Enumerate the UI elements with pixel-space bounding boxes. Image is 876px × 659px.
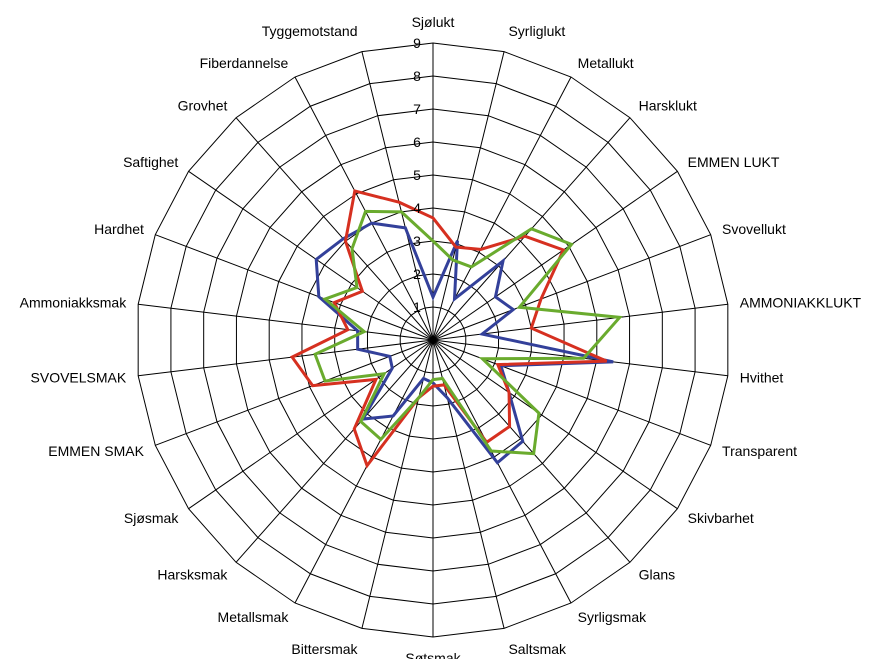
- category-label-9: Skivbarhet: [688, 510, 754, 526]
- tick-label-1: 1: [413, 299, 421, 315]
- radar-grid: [137, 42, 729, 638]
- spoke-4: [432, 170, 678, 341]
- category-label-11: Syrligsmak: [578, 609, 647, 625]
- tick-label-9: 9: [413, 35, 421, 51]
- category-label-14: Bittersmak: [291, 641, 358, 657]
- tick-label-2: 2: [413, 266, 421, 282]
- category-label-20: Ammoniakksmak: [20, 294, 128, 310]
- spoke-19: [138, 339, 434, 377]
- category-label-15: Metallsmak: [218, 609, 290, 625]
- category-label-12: Saltsmak: [508, 641, 567, 657]
- category-label-24: Fiberdannelse: [200, 55, 289, 71]
- category-label-13: Søtsmak: [405, 650, 461, 659]
- category-label-25: Tyggemotstand: [262, 23, 358, 39]
- category-label-0: Sjølukt: [412, 14, 455, 30]
- category-label-22: Saftighet: [123, 154, 178, 170]
- spoke-16: [235, 339, 434, 563]
- series-line-1: [314, 221, 614, 465]
- category-label-18: EMMEN SMAK: [48, 443, 144, 459]
- tick-label-7: 7: [413, 101, 421, 117]
- tick-label-6: 6: [413, 134, 421, 150]
- radial-tick-labels: 1 2 3 4 5 6 7 8 9: [413, 35, 421, 315]
- spoke-25: [361, 51, 434, 341]
- tick-label-8: 8: [413, 68, 421, 84]
- spoke-5: [432, 234, 711, 341]
- category-label-7: Hvithet: [740, 370, 784, 386]
- category-label-21: Hardhet: [94, 221, 144, 237]
- spoke-22: [188, 170, 434, 341]
- spoke-14: [361, 339, 434, 629]
- spoke-15: [294, 339, 434, 604]
- category-label-5: Svovellukt: [722, 221, 786, 237]
- category-labels: Sjølukt Syrliglukt Metallukt Harsklukt EMMEN…: [20, 14, 862, 659]
- spoke-11: [432, 339, 572, 604]
- category-label-10: Glans: [639, 566, 676, 582]
- radar-series: [289, 189, 623, 469]
- category-label-6: AMMONIAKKLUKT: [740, 294, 862, 310]
- series-line-3: [313, 209, 623, 456]
- tick-label-4: 4: [413, 200, 421, 216]
- spoke-12: [432, 339, 505, 629]
- category-label-23: Grovhet: [178, 98, 228, 114]
- tick-label-3: 3: [413, 233, 421, 249]
- category-label-4: EMMEN LUKT: [688, 154, 780, 170]
- spoke-23: [235, 117, 434, 341]
- spoke-9: [432, 339, 678, 510]
- spoke-21: [155, 234, 434, 341]
- series-line-2: [289, 189, 608, 469]
- spoke-20: [138, 303, 434, 341]
- category-label-16: Harsksmak: [157, 566, 228, 582]
- tick-label-5: 5: [413, 167, 421, 183]
- category-label-3: Harsklukt: [639, 98, 697, 114]
- category-label-19: SVOVELSMAK: [31, 370, 127, 386]
- category-label-17: Sjøsmak: [124, 510, 179, 526]
- spoke-1: [432, 51, 505, 341]
- spoke-18: [155, 339, 434, 446]
- category-label-8: Transparent: [722, 443, 797, 459]
- spoke-10: [432, 339, 631, 563]
- category-label-2: Metallukt: [578, 55, 634, 71]
- spoke-24: [294, 76, 434, 341]
- category-label-1: Syrliglukt: [508, 23, 565, 39]
